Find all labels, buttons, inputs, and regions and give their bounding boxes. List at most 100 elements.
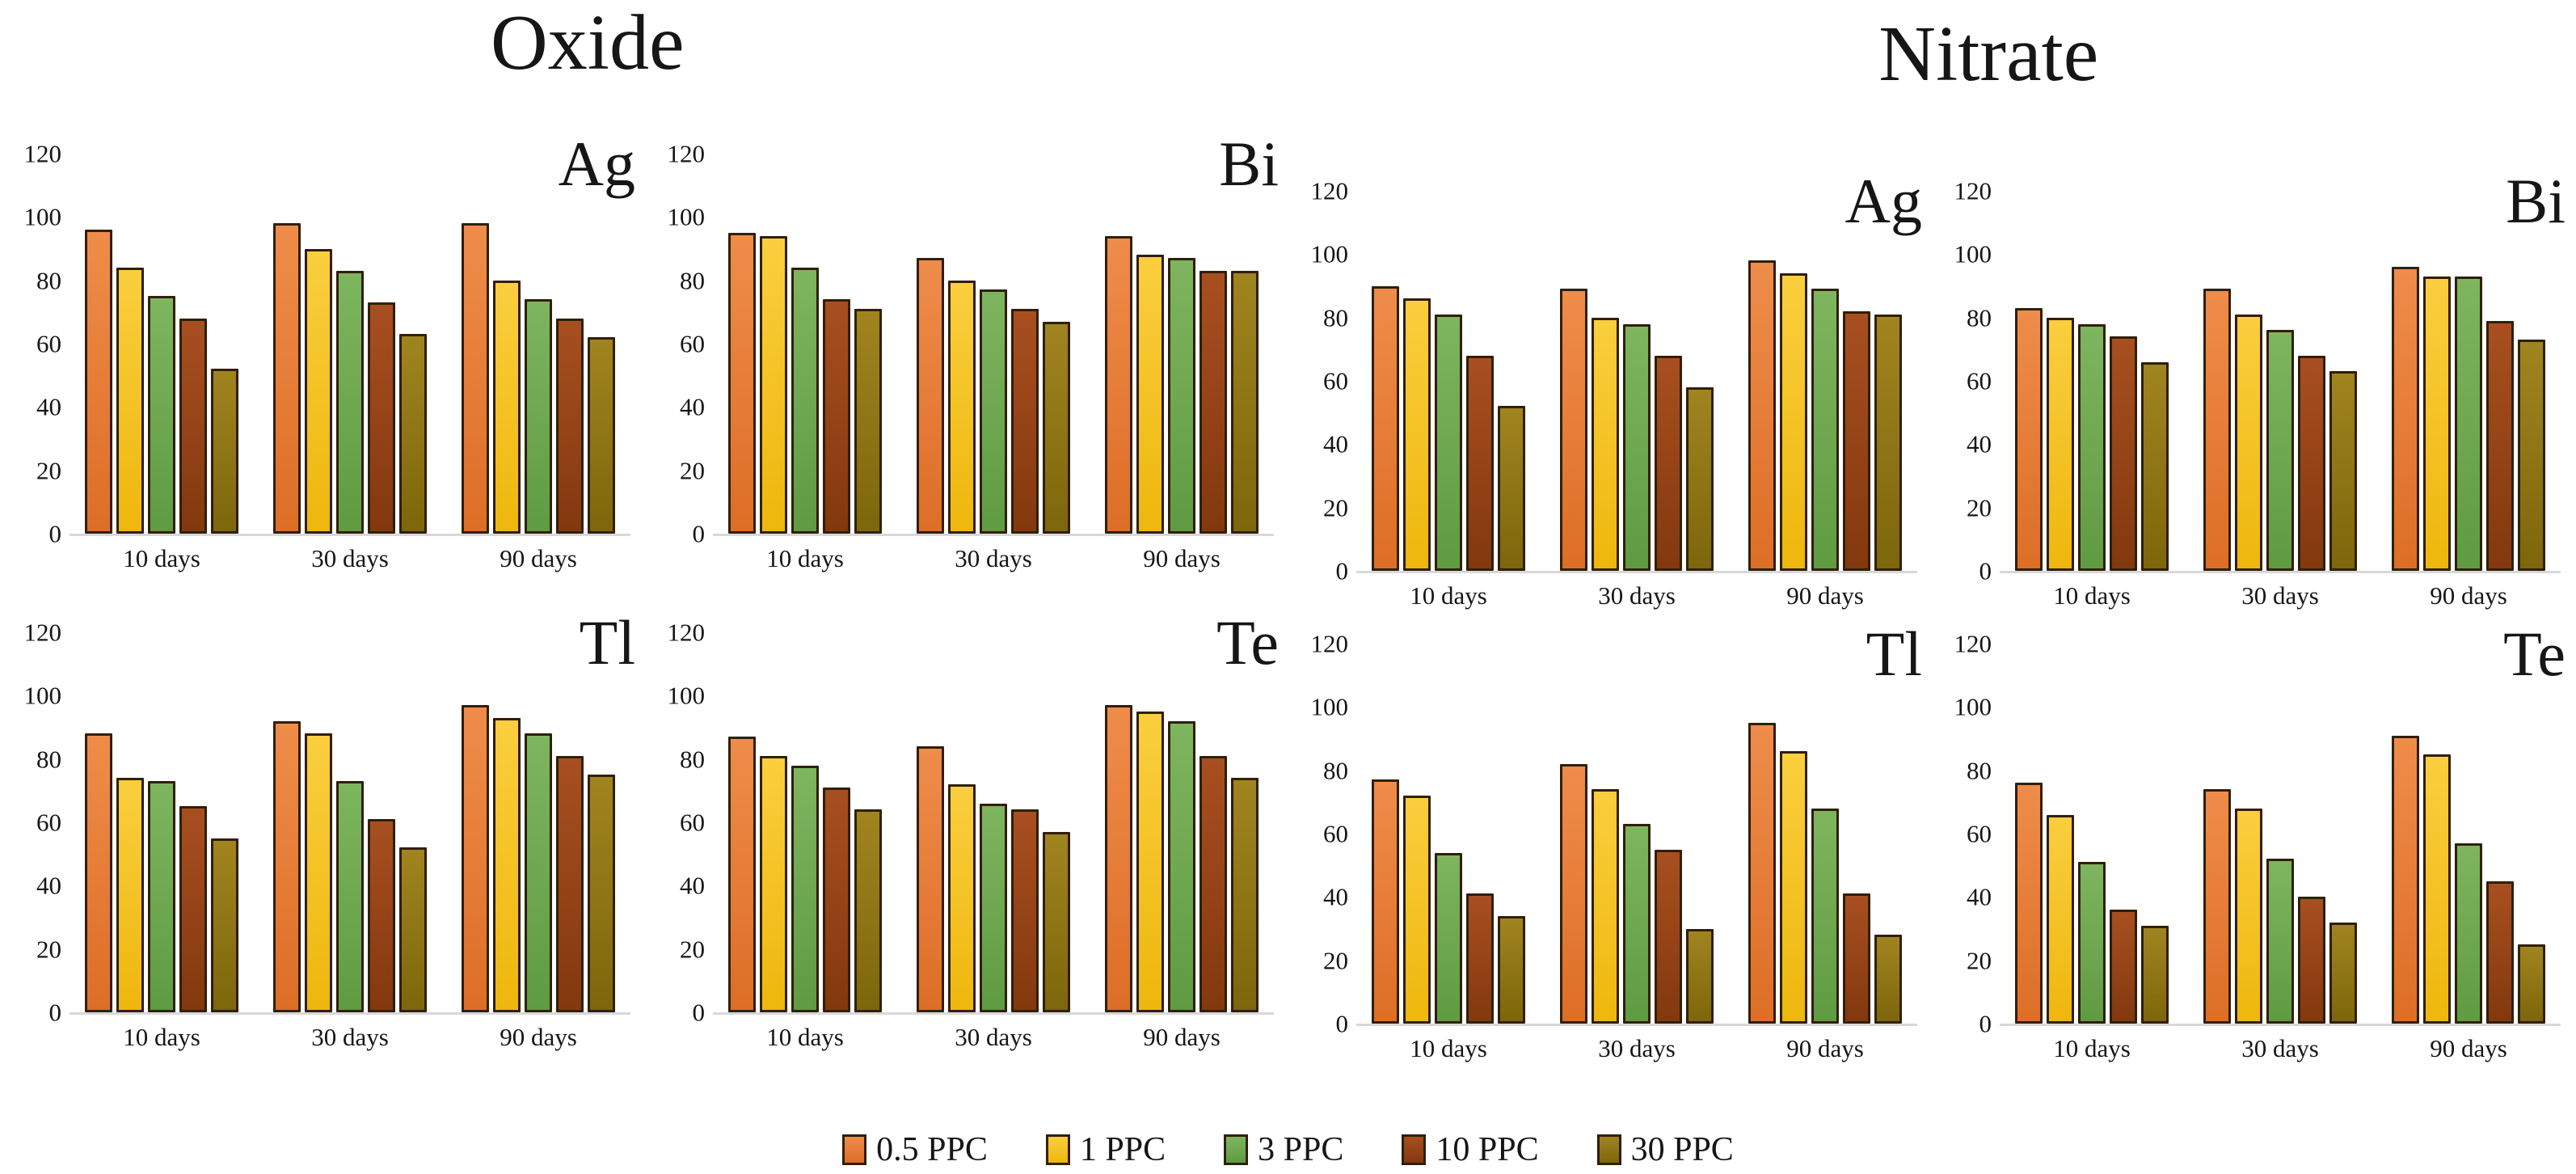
plot-area: Bi [713,133,1279,536]
x-axis-label-30-days: 30 days [311,1023,389,1051]
bar-0-5-ppc-30-days [917,258,944,534]
y-axis-tick: 20 [36,935,61,964]
y-axis-tick: 120 [667,618,706,647]
bar-30-ppc-30-days [1043,831,1070,1012]
y-axis-tick: 120 [1954,176,1992,205]
x-axis-label-90-days: 90 days [500,1023,577,1051]
bar-3-ppc-10-days [2078,323,2106,571]
y-axis-tick: 100 [23,681,62,710]
bar-10-ppc-10-days [823,299,850,534]
bar-10-ppc-10-days [2110,336,2137,571]
bar-0-5-ppc-90-days [462,223,489,534]
bar-0-5-ppc-90-days [2392,267,2419,571]
bar-10-ppc-90-days [1843,893,1870,1024]
chart-nitrate-ag: 0 20 40 60 80 100 120 Ag 10 days 30 days 90 days [1287,141,1930,619]
bar-10-ppc-30-days [1011,308,1039,534]
plot-wrap: Ag 10 days 30 days 90 days [1356,170,1922,619]
legend-item-3-ppc: 3 PPC [1224,1130,1343,1169]
bar-group-90-days [1746,644,1904,1024]
legend-swatch-30-ppc [1596,1134,1621,1165]
x-axis-labels: 10 days 30 days 90 days [713,536,1274,573]
y-axis-tick: 60 [680,808,705,837]
bar-3-ppc-30-days [980,289,1007,534]
y-axis-tick: 120 [1954,629,1992,658]
x-axis-label-10-days: 10 days [766,1023,844,1051]
chart-oxide-tl: 0 20 40 60 80 100 120 Tl 10 days 30 days 90 days [0,582,643,1061]
bar-30-ppc-90-days [1231,778,1258,1012]
y-axis-tick: 100 [1954,692,1992,721]
bar-3-ppc-30-days [336,270,364,534]
bar-groups [2000,191,2561,571]
bar-30-ppc-10-days [854,308,882,534]
bar-0-5-ppc-10-days [1372,285,1399,571]
bar-3-ppc-30-days [1623,323,1651,571]
bar-3-ppc-10-days [2078,862,2106,1024]
x-axis-label-30-days: 30 days [1598,1034,1676,1062]
y-axis-tick: 0 [692,998,706,1027]
y-axis-tick: 80 [680,745,705,774]
x-axis-label-90-days: 90 days [2430,1034,2507,1062]
bar-3-ppc-90-days [525,299,552,534]
chart-nitrate-bi: 0 20 40 60 80 100 120 Bi 10 days 30 days 90 days [1930,141,2574,619]
y-axis-tick: 60 [1967,819,1992,848]
y-axis: 0 20 40 60 80 100 120 [1935,631,2000,1037]
y-axis-tick: 80 [1323,756,1348,785]
bar-30-ppc-90-days [1874,935,1902,1024]
bar-3-ppc-30-days [336,781,364,1012]
legend-label: 0.5 PPC [876,1131,988,1168]
y-axis-tick: 80 [1323,303,1348,332]
bar-1-ppc-90-days [1136,711,1164,1012]
bar-groups [70,632,630,1012]
bar-30-ppc-90-days [2518,340,2545,571]
y-axis-tick: 80 [36,266,61,295]
bar-1-ppc-30-days [305,248,332,534]
x-axis-label-90-days: 90 days [2430,581,2507,610]
bar-30-ppc-30-days [1686,928,1714,1024]
x-axis-label-90-days: 90 days [1786,581,1864,610]
legend-item-30-ppc: 30 PPC [1596,1130,1734,1169]
bar-1-ppc-30-days [948,784,976,1012]
plot-wrap: Ag 10 days 30 days 90 days [70,133,635,582]
bar-group-90-days [2389,644,2548,1024]
bar-0-5-ppc-30-days [2203,789,2231,1024]
bar-group-10-days [726,632,884,1012]
bar-10-ppc-30-days [2298,897,2325,1024]
bar-group-90-days [2389,191,2548,571]
plot-area: Ag [70,133,635,536]
bar-1-ppc-10-days [1403,796,1431,1024]
bar-groups [70,154,630,534]
element-label: Tl [579,607,635,678]
y-axis-tick: 0 [1335,556,1349,585]
x-axis-labels: 10 days 30 days 90 days [713,1015,1274,1052]
y-axis: 0 20 40 60 80 100 120 [648,141,713,547]
y-axis-tick: 0 [1979,556,1992,585]
bar-1-ppc-10-days [760,755,787,1012]
bar-group-30-days [1558,191,1716,571]
bar-10-ppc-90-days [2486,880,2514,1024]
y-axis-tick: 20 [680,456,705,485]
legend-swatch-3-ppc [1224,1134,1249,1165]
x-axis-labels: 10 days 30 days 90 days [2000,573,2561,610]
bar-3-ppc-90-days [1811,808,1839,1024]
bar-0-5-ppc-10-days [728,737,756,1012]
x-axis-labels: 10 days 30 days 90 days [2000,1026,2561,1063]
bar-10-ppc-90-days [1843,310,1870,571]
bar-1-ppc-10-days [2047,317,2074,571]
bar-0-5-ppc-90-days [1748,260,1776,571]
bar-1-ppc-30-days [305,733,332,1012]
y-axis-tick: 40 [1967,882,1992,911]
bar-30-ppc-90-days [588,337,615,534]
bar-30-ppc-30-days [1043,321,1070,534]
bar-3-ppc-30-days [980,803,1007,1012]
bar-3-ppc-90-days [2455,842,2482,1024]
y-axis-tick: 100 [23,202,62,231]
plot-area: Tl [70,611,635,1015]
legend-label: 1 PPC [1079,1131,1166,1168]
chart-oxide-bi: 0 20 40 60 80 100 120 Bi 10 days 30 days 90 days [643,103,1287,582]
y-axis: 0 20 40 60 80 100 120 [1935,179,2000,584]
bar-group-30-days [2201,191,2359,571]
bar-group-10-days [726,154,884,534]
y-axis-tick: 40 [36,871,61,900]
legend-swatch-1-ppc [1045,1134,1070,1165]
bar-0-5-ppc-90-days [1105,705,1132,1012]
